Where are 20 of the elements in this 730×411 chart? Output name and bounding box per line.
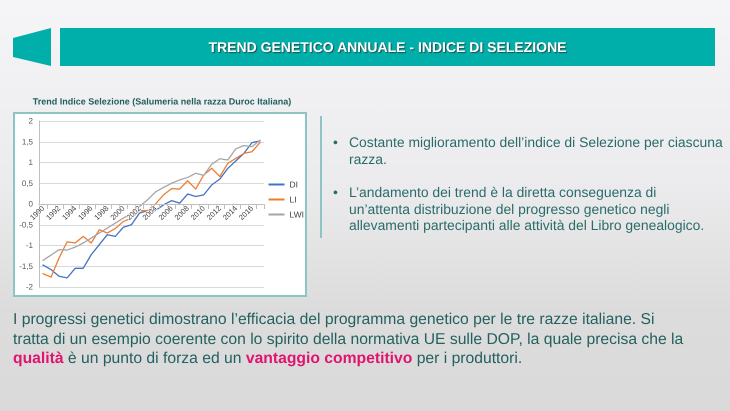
legend-label: LWI bbox=[290, 210, 304, 220]
text: • L’andamento dei trend è la diretta conseguenza di un’attenta distribuzione del progresso genetico negli allevamenti partecipanti alle attività del Libro genealogico. bbox=[333, 184, 704, 234]
legend-label: LI bbox=[290, 194, 297, 204]
chart-title: Trend Indice Selezione (Salumeria nella razza Duroc Italiana) bbox=[32, 96, 292, 106]
y-tick-label: 0,5 bbox=[22, 178, 34, 188]
y-tick-label: 0 bbox=[28, 200, 34, 208]
legend-label: DI bbox=[290, 180, 298, 190]
text: per i produttori. bbox=[416, 350, 522, 367]
y-tick-label: 1 bbox=[28, 158, 34, 167]
y-tick-label: 2 bbox=[28, 116, 34, 126]
text: vantaggio competitivo bbox=[246, 350, 412, 367]
text: qualità bbox=[13, 350, 64, 367]
y-tick-label: -2 bbox=[26, 282, 34, 292]
y-tick-label: -1 bbox=[26, 241, 34, 250]
text: è un punto di forza ed un bbox=[68, 350, 242, 367]
y-tick-label: -0,5 bbox=[19, 220, 34, 230]
y-tick-label: -1,5 bbox=[19, 262, 34, 271]
text: TREND GENETICO ANNUALE - INDICE DI SELEZIONE bbox=[208, 39, 567, 55]
text: • Costante miglioramento dell’indice di Selezione per ciascuna razza. bbox=[333, 134, 724, 167]
y-tick-label: 1,5 bbox=[22, 137, 34, 146]
